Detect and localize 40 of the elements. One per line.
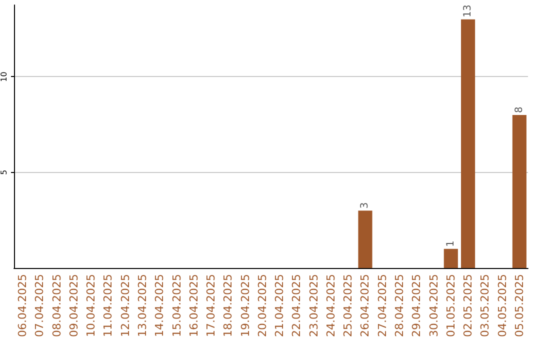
- x-tick-label: 01.05.2025: [444, 274, 458, 338]
- x-tick-label: 14.04.2025: [153, 274, 166, 338]
- x-tick-label: 16.04.2025: [187, 274, 200, 338]
- x-tick-label: 07.04.2025: [33, 274, 46, 338]
- x-tick-label: 12.04.2025: [118, 274, 132, 338]
- x-tick-label: 30.04.2025: [427, 274, 440, 338]
- x-tick-label: 28.04.2025: [393, 274, 406, 338]
- x-tick-label: 10.04.2025: [84, 274, 98, 338]
- x-tick-label: 19.04.2025: [238, 274, 252, 338]
- bar: [461, 19, 476, 268]
- x-tick-label: 11.04.2025: [102, 274, 115, 338]
- x-tick-label: 18.04.2025: [222, 274, 235, 338]
- x-tick-label: 27.04.2025: [376, 274, 389, 338]
- bar: [512, 114, 526, 268]
- x-tick-label: 22.04.2025: [290, 274, 304, 338]
- x-tick-label: 24.04.2025: [324, 274, 338, 338]
- x-tick-label: 25.04.2025: [342, 274, 355, 338]
- x-tick-label: 17.04.2025: [204, 274, 218, 338]
- y-tick-label: 5: [0, 170, 8, 175]
- x-tick-label: 05.05.2025: [512, 274, 526, 338]
- data-label: 1: [445, 240, 456, 247]
- y-tick-label: 10: [0, 72, 8, 82]
- x-tick-label: 08.04.2025: [50, 274, 64, 338]
- bar: [358, 210, 372, 268]
- bar: [444, 248, 458, 268]
- data-label: 8: [514, 106, 525, 113]
- x-tick-label: 15.04.2025: [170, 274, 184, 338]
- x-tick-label: 04.05.2025: [496, 274, 509, 338]
- x-tick-label: 06.04.2025: [16, 274, 30, 338]
- data-label: 13: [462, 4, 474, 18]
- data-label: 3: [360, 202, 371, 209]
- x-tick-label: 23.04.2025: [307, 274, 320, 338]
- x-tick-label: 09.04.2025: [67, 274, 80, 338]
- x-tick-label: 13.04.2025: [136, 274, 149, 338]
- x-tick-label: 03.05.2025: [478, 274, 492, 338]
- x-tick-label: 26.04.2025: [358, 274, 372, 338]
- x-tick-label: 20.04.2025: [256, 274, 269, 338]
- x-tick-label: 29.04.2025: [410, 274, 424, 338]
- x-tick-label: 02.05.2025: [462, 274, 475, 338]
- x-tick-label: 21.04.2025: [273, 274, 286, 338]
